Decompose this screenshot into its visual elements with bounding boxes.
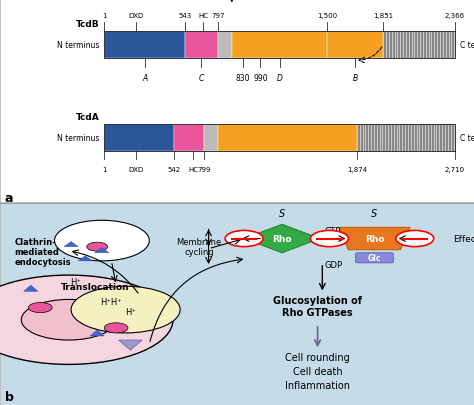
- Text: TcdA: TcdA: [76, 113, 100, 121]
- Text: 799: 799: [198, 166, 211, 173]
- Bar: [204, 124, 218, 151]
- FancyBboxPatch shape: [0, 202, 474, 405]
- Text: 543: 543: [178, 13, 191, 19]
- Text: Effectors: Effectors: [453, 234, 474, 243]
- Bar: [174, 124, 204, 151]
- Bar: [104, 124, 174, 151]
- Text: 1,874: 1,874: [347, 166, 367, 173]
- Circle shape: [55, 221, 149, 261]
- Polygon shape: [64, 242, 78, 247]
- Text: H⁺H⁺: H⁺H⁺: [100, 297, 122, 306]
- Text: 542: 542: [168, 166, 181, 173]
- Text: Rho: Rho: [272, 234, 292, 243]
- Bar: [104, 32, 184, 59]
- Circle shape: [21, 300, 116, 340]
- Text: b: b: [5, 390, 14, 403]
- Polygon shape: [244, 225, 320, 253]
- Bar: [383, 32, 455, 59]
- Text: 830: 830: [236, 74, 250, 83]
- Text: 1,500: 1,500: [317, 13, 337, 19]
- Text: Translocation: Translocation: [61, 283, 129, 292]
- Polygon shape: [95, 248, 109, 253]
- Text: DXD: DXD: [128, 13, 144, 19]
- Text: Membrane
cycling: Membrane cycling: [176, 237, 222, 257]
- Circle shape: [71, 287, 180, 333]
- Polygon shape: [90, 330, 104, 336]
- Text: Cell rounding
Cell death
Inflammation: Cell rounding Cell death Inflammation: [285, 352, 350, 390]
- Bar: [104, 32, 455, 59]
- Text: C terminus: C terminus: [460, 41, 474, 50]
- Text: N terminus: N terminus: [57, 134, 100, 143]
- Circle shape: [396, 231, 434, 247]
- Text: GDP: GDP: [325, 261, 343, 270]
- Text: 2,710: 2,710: [445, 166, 465, 173]
- Circle shape: [0, 275, 173, 364]
- Text: Rho: Rho: [365, 234, 384, 243]
- Text: A: A: [142, 74, 147, 83]
- Text: HC: HC: [198, 13, 208, 19]
- Polygon shape: [78, 256, 92, 261]
- Text: Glc: Glc: [368, 254, 381, 263]
- Text: Clathrin-
mediated
endocytosis: Clathrin- mediated endocytosis: [14, 237, 71, 266]
- Polygon shape: [118, 340, 142, 350]
- Text: 1: 1: [102, 166, 107, 173]
- Text: TcdB: TcdB: [76, 20, 100, 29]
- Bar: [357, 124, 455, 151]
- Text: 990: 990: [253, 74, 268, 83]
- Text: 1,851: 1,851: [373, 13, 393, 19]
- FancyBboxPatch shape: [0, 0, 474, 211]
- Bar: [218, 124, 357, 151]
- Text: GTP: GTP: [325, 226, 341, 235]
- Text: DXD: DXD: [128, 166, 144, 173]
- Polygon shape: [339, 228, 410, 250]
- FancyBboxPatch shape: [356, 253, 393, 263]
- Bar: [232, 32, 327, 59]
- Text: a: a: [5, 191, 13, 204]
- Text: 797: 797: [211, 13, 225, 19]
- Text: B: B: [353, 74, 358, 83]
- Text: N terminus: N terminus: [57, 41, 100, 50]
- Circle shape: [310, 231, 348, 247]
- Text: H⁺: H⁺: [71, 277, 81, 286]
- Circle shape: [87, 243, 108, 252]
- Text: 2,366: 2,366: [445, 13, 465, 19]
- Bar: [104, 124, 455, 151]
- Circle shape: [28, 303, 52, 313]
- Text: HC: HC: [188, 166, 198, 173]
- Text: 1: 1: [102, 13, 107, 19]
- Text: D: D: [277, 74, 283, 83]
- Text: S: S: [371, 209, 378, 219]
- Text: C terminus: C terminus: [460, 134, 474, 143]
- Bar: [327, 32, 383, 59]
- Text: C: C: [199, 74, 204, 83]
- Bar: [184, 32, 218, 59]
- Circle shape: [104, 323, 128, 333]
- Polygon shape: [24, 286, 38, 292]
- Bar: [218, 32, 232, 59]
- Text: S: S: [279, 209, 285, 219]
- Circle shape: [225, 231, 263, 247]
- Text: Glucosylation of
Rho GTPases: Glucosylation of Rho GTPases: [273, 296, 362, 317]
- Text: H⁺: H⁺: [125, 307, 136, 316]
